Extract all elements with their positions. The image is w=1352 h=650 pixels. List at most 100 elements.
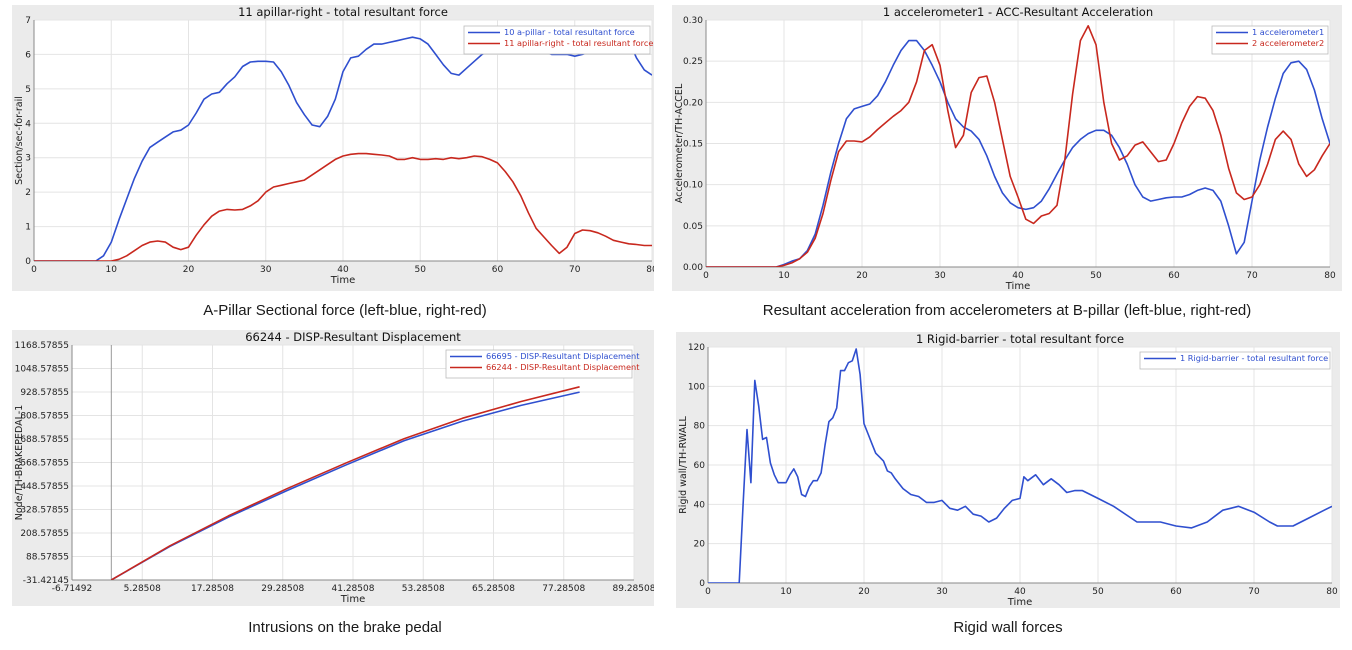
legend-label: 1 Rigid-barrier - total resultant force <box>1180 353 1328 363</box>
caption-apillar: A-Pillar Sectional force (left-blue, rig… <box>203 302 487 319</box>
y-tick-label: 0.30 <box>683 16 703 26</box>
series-line-2 <box>34 152 652 261</box>
y-tick-label: 0.10 <box>683 181 703 191</box>
x-tick-label: 70 <box>569 265 581 275</box>
chart-brake-pedal-displacement: -6.71492 5.28508 17.28508 29.28508 41.28508 5… <box>12 330 654 606</box>
x-tick-label: 41.28508 <box>332 584 375 594</box>
series-line-1 <box>706 39 1330 267</box>
y-tick-label: 1168.57855 <box>15 341 69 351</box>
y-tick-label: 88.57855 <box>26 553 69 563</box>
chart-title: 66244 - DISP-Resultant Displacement <box>245 330 461 344</box>
x-tick-label: 29.28508 <box>261 584 304 594</box>
x-tick-label: 40 <box>337 265 349 275</box>
x-tick-label: 10 <box>780 587 792 597</box>
legend-label: 66244 - DISP-Resultant Displacement <box>486 362 640 372</box>
x-tick-label: 17.28508 <box>191 584 234 594</box>
x-tick-label: 70 <box>1246 271 1258 281</box>
y-tick-label: 808.57855 <box>20 412 69 422</box>
x-tick-label: 50 <box>1090 271 1102 281</box>
y-tick-label: 40 <box>694 500 706 510</box>
series-group <box>706 24 1330 267</box>
x-tick-label: 50 <box>415 265 427 275</box>
x-tick-label: 10 <box>778 271 790 281</box>
series-line-2 <box>110 386 580 580</box>
y-axis-label: Section/sec-for-rail <box>14 96 25 185</box>
series-line-1 <box>708 348 1332 583</box>
y-tick-label: 0 <box>699 579 705 589</box>
y-tick-label: -31.42145 <box>23 576 69 586</box>
y-tick-label: 0.15 <box>683 140 703 150</box>
chart-panel-apillar: 0 10 20 30 40 50 60 70 80 0 1 2 3 4 5 6 7 11 apillar-righ… <box>12 5 654 291</box>
x-tick-label: 20 <box>856 271 868 281</box>
x-tick-label: 0 <box>705 587 711 597</box>
caption-brake-pedal: Intrusions on the brake pedal <box>248 619 442 636</box>
y-tick-label: 4 <box>25 119 31 129</box>
series-group <box>34 34 652 261</box>
chart-title: 1 accelerometer1 - ACC-Resultant Acceler… <box>883 5 1153 19</box>
x-tick-label: 50 <box>1092 587 1104 597</box>
y-tick-label: 7 <box>25 16 31 26</box>
legend-label: 10 a-pillar - total resultant force <box>504 27 635 37</box>
caption-accelerometer: Resultant acceleration from acceleromete… <box>762 302 1252 319</box>
x-tick-label: 10 <box>106 265 118 275</box>
x-tick-label: 65.28508 <box>472 584 515 594</box>
x-tick-label: 80 <box>1326 587 1338 597</box>
chart-accelerometer: 0 10 20 30 40 50 60 70 80 0.00 0.05 0.10 0.15 0.20 0.2… <box>672 5 1342 291</box>
chart-apillar-force: 0 10 20 30 40 50 60 70 80 0 1 2 3 4 5 6 7 11 apillar-righ… <box>12 5 654 291</box>
x-tick-label: 20 <box>858 587 870 597</box>
y-tick-label: 0 <box>25 257 31 267</box>
y-tick-label: 0.00 <box>683 263 703 273</box>
x-tick-label: 60 <box>1168 271 1180 281</box>
y-axis-label: Node/TH-BRAKEPEDAL-1 <box>14 405 25 520</box>
chart-title: 11 apillar-right - total resultant force <box>238 5 448 19</box>
x-axis-label: Time <box>1005 281 1030 291</box>
x-tick-label: 40 <box>1014 587 1026 597</box>
chart-panel-rigid-wall: 0 10 20 30 40 50 60 70 80 0 20 40 60 80 100 120 1 Rigid-… <box>676 332 1340 608</box>
y-tick-label: 120 <box>688 343 705 353</box>
chart-panel-accelerometer: 0 10 20 30 40 50 60 70 80 0.00 0.05 0.10 0.15 0.20 0.2… <box>672 5 1342 291</box>
y-tick-label: 928.57855 <box>20 388 69 398</box>
chart-panel-brake-pedal: -6.71492 5.28508 17.28508 29.28508 41.28508 5… <box>12 330 654 606</box>
y-tick-label: 448.57855 <box>20 482 69 492</box>
x-tick-label: 60 <box>492 265 504 275</box>
x-tick-label: 70 <box>1248 587 1260 597</box>
y-tick-label: 100 <box>688 382 705 392</box>
y-tick-label: 60 <box>694 461 706 471</box>
y-tick-label: 1 <box>25 223 31 233</box>
x-tick-label: 60 <box>1170 587 1182 597</box>
x-tick-label: 77.28508 <box>542 584 585 594</box>
legend: 66695 - DISP-Resultant Displacement66244… <box>445 349 640 379</box>
x-tick-label: 80 <box>646 265 654 275</box>
y-tick-label: 5 <box>25 85 31 95</box>
legend-label: 2 accelerometer2 <box>1252 38 1324 48</box>
x-tick-label: 5.28508 <box>124 584 161 594</box>
legend-label: 1 accelerometer1 <box>1252 27 1324 37</box>
series-line-2 <box>706 24 1330 267</box>
y-tick-label: 208.57855 <box>20 529 69 539</box>
x-tick-label: 20 <box>183 265 195 275</box>
legend-label: 11 apillar-right - total resultant force <box>504 38 653 48</box>
x-tick-label: 80 <box>1324 271 1336 281</box>
caption-rigid-wall: Rigid wall forces <box>953 619 1063 636</box>
legend-box <box>1139 351 1331 370</box>
x-tick-label: -6.71492 <box>52 584 92 594</box>
y-tick-label: 0.05 <box>683 222 703 232</box>
x-axis-label: Time <box>340 594 365 605</box>
y-tick-label: 1048.57855 <box>15 365 69 375</box>
legend-box <box>1211 25 1329 55</box>
y-tick-label: 20 <box>694 540 706 550</box>
legend: 1 Rigid-barrier - total resultant force <box>1139 351 1331 370</box>
grid-lines <box>33 19 653 262</box>
y-axis-label: Accelerometer/TH-ACCEL <box>674 83 685 203</box>
x-tick-label: 0 <box>31 265 37 275</box>
y-tick-label: 328.57855 <box>20 506 69 516</box>
y-axis-label: Rigid wall/TH-RWALL <box>678 416 689 514</box>
x-tick-label: 40 <box>1012 271 1024 281</box>
legend-box <box>445 349 633 379</box>
y-tick-label: 6 <box>25 50 31 60</box>
x-tick-label: 0 <box>703 271 709 281</box>
legend-label: 66695 - DISP-Resultant Displacement <box>486 351 640 361</box>
x-tick-label: 53.28508 <box>402 584 445 594</box>
